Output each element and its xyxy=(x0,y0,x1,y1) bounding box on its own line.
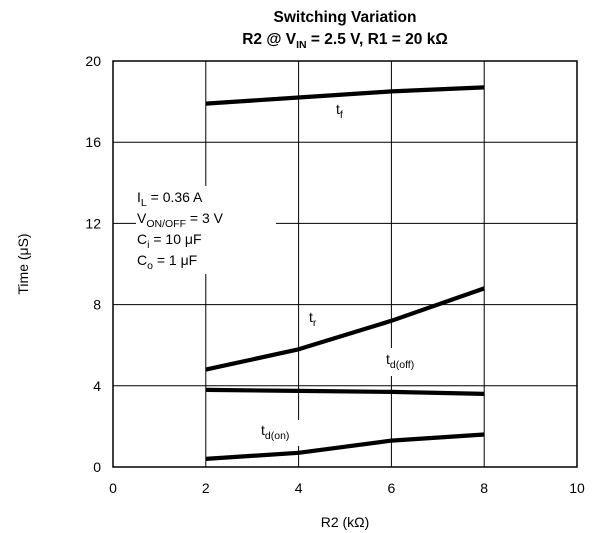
x-tick-labels: 0 2 4 6 8 10 xyxy=(109,480,585,496)
y-tick-label: 16 xyxy=(85,134,101,150)
x-axis-label: R2 (kΩ) xyxy=(321,514,370,530)
series-label-tdon: td(on) xyxy=(261,422,289,442)
tdoff-label-background xyxy=(384,348,434,376)
series-line-1 xyxy=(205,286,485,372)
y-tick-labels: 0 4 8 12 16 20 xyxy=(85,53,101,475)
x-tick-label: 0 xyxy=(109,480,117,496)
y-tick-label: 20 xyxy=(85,53,101,69)
tr-label-background xyxy=(300,306,330,332)
y-axis-label: Time (μS) xyxy=(15,233,31,294)
x-tick-label: 4 xyxy=(295,480,303,496)
condition-on-off-voltage: VON/OFF = 3 V xyxy=(137,210,224,230)
plot-frame xyxy=(112,60,578,468)
condition-input-capacitance: Ci = 10 μF xyxy=(137,231,202,251)
conditions-background xyxy=(136,186,276,274)
y-tick-label: 12 xyxy=(85,215,101,231)
y-tick-label: 8 xyxy=(93,297,101,313)
y-tick-label: 4 xyxy=(93,378,101,394)
series-line-3 xyxy=(205,432,485,461)
x-tick-label: 10 xyxy=(569,480,585,496)
y-tick-label: 0 xyxy=(93,459,101,475)
series-line-0 xyxy=(205,85,485,106)
x-tick-label: 2 xyxy=(202,480,210,496)
chart-title-line1: Switching Variation xyxy=(274,9,417,26)
series-curves xyxy=(205,85,485,461)
tdon-label-background xyxy=(258,420,308,446)
series-line-2 xyxy=(205,387,485,396)
tf-label-background xyxy=(322,97,358,123)
condition-output-capacitance: Co = 1 μF xyxy=(137,252,197,272)
x-tick-label: 6 xyxy=(388,480,396,496)
series-label-tr: tr xyxy=(309,309,317,329)
x-tick-label: 8 xyxy=(480,480,488,496)
condition-load-current: IL = 0.36 A xyxy=(137,189,203,209)
chart-title-line2: R2 @ VIN = 2.5 V, R1 = 20 kΩ xyxy=(242,31,448,51)
series-label-tdoff: td(off) xyxy=(386,351,414,371)
series-label-tf: tf xyxy=(336,101,343,121)
